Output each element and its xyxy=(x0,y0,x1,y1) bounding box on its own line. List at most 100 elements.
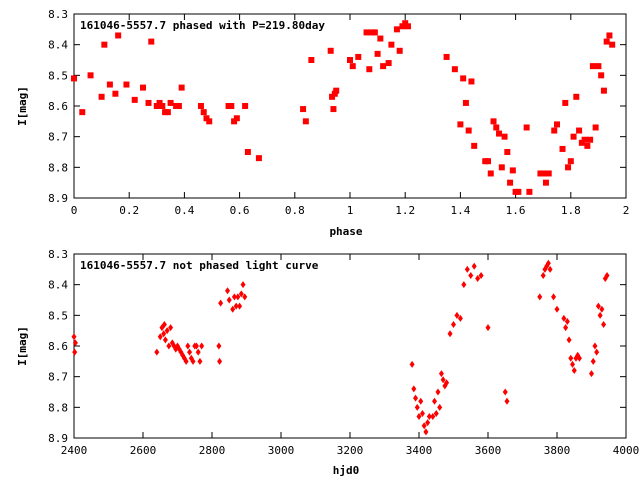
phased-data-point xyxy=(329,93,336,100)
phased-data-point xyxy=(460,75,467,82)
unphased-data-point xyxy=(601,321,607,329)
phased-y-tick-label: 8.5 xyxy=(48,69,68,82)
unphased-data-point xyxy=(413,394,419,402)
phased-data-point xyxy=(145,99,152,106)
phased-data-point xyxy=(606,32,613,39)
unphased-data-point xyxy=(238,290,244,298)
unphased-y-tick-label: 8.9 xyxy=(48,432,68,445)
phased-data-point xyxy=(380,63,387,70)
phased-data-point xyxy=(112,90,119,97)
unphased-data-point xyxy=(233,302,239,310)
phased-data-point xyxy=(578,139,585,146)
phased-chart-title: 161046-5557.7 phased with P=219.80day xyxy=(80,19,325,32)
unphased-x-tick-label: 3000 xyxy=(268,444,295,457)
phased-data-point xyxy=(589,63,596,70)
phased-data-point xyxy=(487,170,494,177)
phased-data-point xyxy=(576,127,583,134)
phased-data-point xyxy=(592,124,599,131)
phased-data-point xyxy=(554,121,560,128)
phased-data-point xyxy=(153,103,160,109)
unphased-data-point xyxy=(187,348,193,356)
unphased-data-point xyxy=(421,422,427,430)
phased-data-point xyxy=(465,127,472,134)
phased-x-tick-label: 0.6 xyxy=(230,204,250,217)
unphased-data-point xyxy=(504,397,510,405)
phased-y-tick-label: 8.8 xyxy=(48,161,68,174)
phased-data-point xyxy=(496,130,503,137)
phased-y-axis-label: I[mag] xyxy=(16,86,29,126)
unphased-data-point xyxy=(589,370,594,378)
phased-y-tick-label: 8.9 xyxy=(48,192,68,205)
phased-data-point xyxy=(471,142,478,149)
unphased-data-point xyxy=(438,370,444,378)
unphased-data-point xyxy=(426,413,432,421)
phased-data-point xyxy=(203,115,210,122)
phased-data-point xyxy=(485,158,491,165)
phased-data-point xyxy=(498,164,505,171)
unphased-x-tick-label: 3800 xyxy=(544,444,571,457)
unphased-data-point xyxy=(193,342,199,350)
unphased-data-point xyxy=(432,397,438,405)
phased-data-point xyxy=(393,26,400,33)
unphased-data-point xyxy=(545,259,551,267)
phased-data-point xyxy=(178,84,185,91)
unphased-x-tick-label: 4000 xyxy=(613,444,640,457)
unphased-data-point xyxy=(414,403,420,411)
phased-data-point xyxy=(396,47,403,54)
unphased-x-axis-label: hjd0 xyxy=(333,464,360,477)
phased-data-point xyxy=(197,103,204,109)
unphased-data-point xyxy=(231,293,237,301)
phased-data-point xyxy=(148,38,155,45)
phased-data-point xyxy=(71,75,77,82)
phased-ticks: 0 0.2 0.4 0.6 0.8 1 1.2 1.4 1.6 1.8 2 8.3 8.4 8.5 8.6 8… xyxy=(48,8,629,217)
unphased-data-point xyxy=(461,281,467,289)
phased-x-tick-label: 1.4 xyxy=(450,204,470,217)
unphased-data-point xyxy=(595,302,601,310)
phased-data-point xyxy=(598,72,605,79)
unphased-data-point xyxy=(454,311,460,319)
phased-data-point xyxy=(559,145,566,152)
phased-data-point xyxy=(349,63,356,70)
unphased-data-point xyxy=(218,299,224,307)
unphased-data-point xyxy=(216,342,222,350)
unphased-data-point xyxy=(457,314,463,322)
phased-data-point xyxy=(545,170,552,177)
phased-x-tick-label: 1.2 xyxy=(395,204,415,217)
phased-data-point xyxy=(507,179,514,186)
phased-x-tick-label: 0.4 xyxy=(174,204,194,217)
phased-data-point xyxy=(581,136,588,143)
unphased-data-point xyxy=(597,311,603,319)
unphased-data-point xyxy=(166,342,172,350)
unphased-y-tick-label: 8.5 xyxy=(48,309,68,322)
phased-data-point xyxy=(600,87,607,94)
phased-data-point xyxy=(308,57,315,63)
phased-data-point xyxy=(123,81,130,88)
unphased-data-point xyxy=(451,321,456,329)
unphased-data-point xyxy=(225,287,231,295)
unphased-y-tick-label: 8.3 xyxy=(48,248,68,261)
unphased-x-tick-label: 2400 xyxy=(61,444,88,457)
unphased-data-point xyxy=(162,336,168,344)
unphased-data-point xyxy=(157,333,163,341)
unphased-data-point xyxy=(604,271,610,279)
unphased-data-point xyxy=(592,342,598,350)
phased-y-tick-label: 8.6 xyxy=(48,100,68,113)
unphased-data-point xyxy=(411,385,417,393)
phased-data-point xyxy=(302,118,309,125)
unphased-data-point xyxy=(599,305,605,313)
phased-data-point xyxy=(595,63,602,70)
phased-data-point xyxy=(443,53,450,60)
phased-y-tick-label: 8.3 xyxy=(48,8,68,21)
phased-data-point xyxy=(355,53,362,60)
unphased-x-tick-label: 3400 xyxy=(406,444,433,457)
phased-data-point xyxy=(347,57,353,63)
unphased-data-points xyxy=(71,259,610,436)
phased-data-point xyxy=(200,109,207,116)
phased-data-point xyxy=(501,133,508,140)
phased-data-point xyxy=(233,115,240,122)
unphased-data-point xyxy=(416,413,422,421)
phased-data-point xyxy=(542,179,549,186)
phased-data-point xyxy=(115,32,122,39)
phased-x-tick-label: 0 xyxy=(71,204,78,217)
